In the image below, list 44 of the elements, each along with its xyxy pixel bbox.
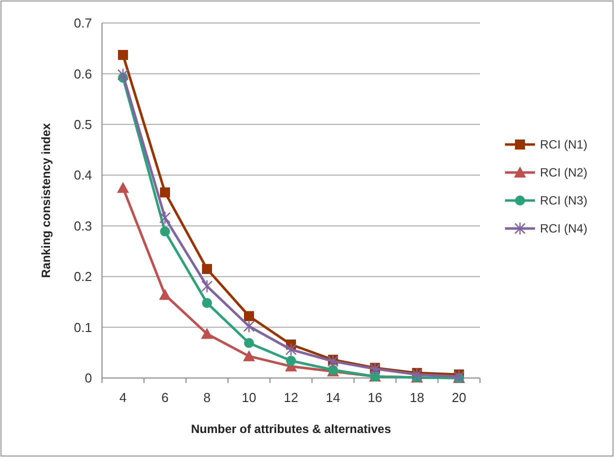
point xyxy=(244,338,254,348)
point xyxy=(411,368,423,382)
y-tick-label: 0.6 xyxy=(74,66,92,82)
legend-label: RCI (N3) xyxy=(540,194,588,208)
y-tick-label: 0.5 xyxy=(74,116,92,132)
x-tick-label: 18 xyxy=(410,390,424,405)
legend-label: RCI (N4) xyxy=(540,222,588,236)
point xyxy=(243,350,255,362)
x-tick-label: 14 xyxy=(326,390,340,405)
point xyxy=(285,342,297,356)
point xyxy=(286,356,296,366)
x-tick-label: 20 xyxy=(452,390,466,405)
y-tick-label: 0.4 xyxy=(74,168,92,183)
point xyxy=(201,280,213,293)
point xyxy=(327,354,339,368)
point xyxy=(369,362,381,376)
point xyxy=(160,226,170,236)
y-axis-title: Ranking consistency index xyxy=(39,122,53,278)
y-tick-label: 0.2 xyxy=(74,269,92,284)
point xyxy=(244,311,254,322)
x-tick-label: 16 xyxy=(368,390,382,405)
point xyxy=(202,298,212,308)
point xyxy=(202,264,212,274)
legend-label: RCI (N2) xyxy=(540,166,588,180)
point xyxy=(117,182,129,193)
y-tick-label: 0.7 xyxy=(74,16,92,31)
point xyxy=(453,370,465,384)
point xyxy=(160,187,170,198)
y-tick-label: 0.3 xyxy=(74,218,92,234)
x-axis-title: Number of attributes & alternatives xyxy=(190,422,392,436)
point xyxy=(159,211,171,224)
y-tick-label: 0.1 xyxy=(74,320,92,335)
y-tick-label: 0 xyxy=(84,370,92,386)
point xyxy=(118,50,128,60)
x-tick-label: 4 xyxy=(119,390,127,405)
point xyxy=(117,68,129,82)
legend-label: RCI (N1) xyxy=(540,138,588,152)
x-tick-label: 6 xyxy=(161,390,169,405)
point xyxy=(201,328,213,339)
x-tick-label: 10 xyxy=(242,390,256,405)
x-tick-label: 12 xyxy=(284,390,298,405)
point xyxy=(159,288,171,300)
point xyxy=(243,320,255,333)
x-tick-label: 8 xyxy=(203,390,211,405)
